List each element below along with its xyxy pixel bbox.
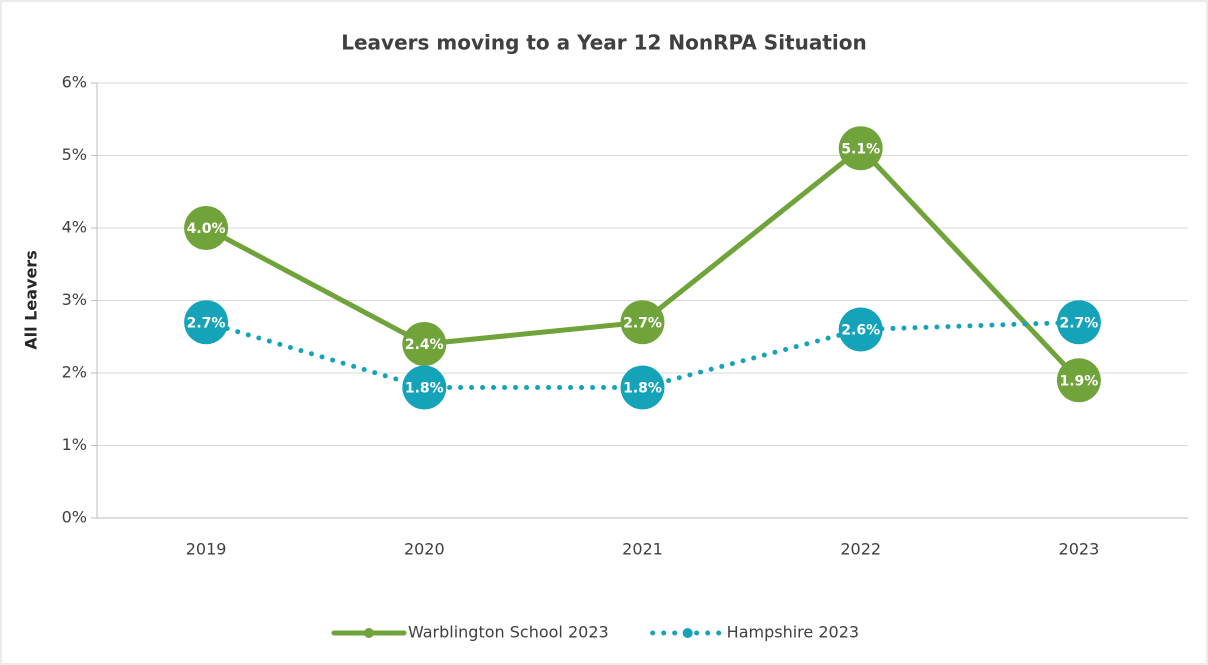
y-tick-label: 6% — [62, 73, 87, 92]
x-tick-label: 2022 — [840, 540, 881, 559]
data-point — [1056, 300, 1101, 345]
series-line — [203, 319, 1082, 390]
y-tick-label: 1% — [62, 435, 87, 454]
y-tick-label: 0% — [62, 508, 87, 527]
data-label: 2.6% — [841, 323, 880, 339]
data-point — [402, 322, 447, 366]
legend-marker — [682, 628, 693, 638]
data-point — [838, 307, 883, 352]
data-label: 1.8% — [405, 381, 444, 397]
data-point — [184, 300, 229, 345]
y-tick-label: 3% — [62, 290, 87, 309]
data-label: 2.4% — [405, 337, 444, 353]
y-axis-label: All Leavers — [22, 250, 41, 349]
y-tick-label: 2% — [62, 363, 87, 382]
x-tick-label: 2020 — [404, 540, 445, 559]
data-label: 2.7% — [187, 315, 226, 331]
data-label: 4.0% — [187, 221, 226, 237]
y-tick-label: 4% — [62, 218, 87, 237]
x-tick-label: 2023 — [1059, 540, 1100, 559]
data-point — [1056, 358, 1101, 403]
data-label: 2.7% — [623, 315, 662, 331]
data-label: 1.8% — [623, 381, 662, 397]
data-label: 5.1% — [841, 141, 880, 157]
legend-label: Hampshire 2023 — [727, 623, 859, 642]
legend-label: Warblington School 2023 — [408, 623, 609, 642]
data-point — [402, 365, 447, 410]
data-label: 2.7% — [1059, 315, 1098, 331]
y-tick-label: 5% — [62, 145, 87, 164]
data-point — [620, 365, 665, 410]
data-point — [838, 126, 883, 171]
chart-title: Leavers moving to a Year 12 NonRPA Situa… — [341, 31, 867, 55]
x-tick-label: 2021 — [622, 540, 663, 559]
data-point — [184, 206, 229, 250]
legend-marker — [363, 628, 374, 638]
x-tick-label: 2019 — [186, 540, 227, 559]
data-label: 1.9% — [1059, 373, 1098, 389]
data-point — [620, 300, 665, 345]
